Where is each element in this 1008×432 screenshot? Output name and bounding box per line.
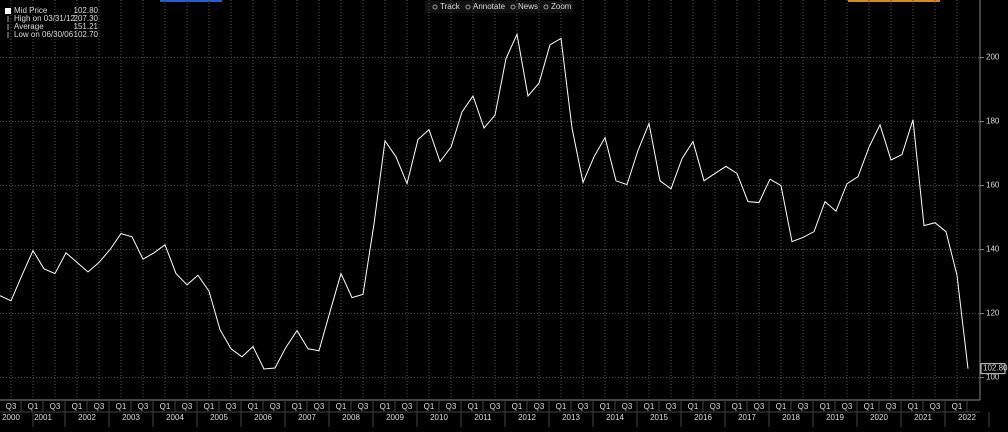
x-tick-label: Q3 [50, 402, 61, 411]
year-label: 2014 [606, 413, 624, 422]
legend-label: Average [14, 22, 44, 31]
x-tick-label: Q3 [622, 402, 633, 411]
x-tick-label: Q1 [468, 402, 479, 411]
x-tick-label: Q1 [732, 402, 743, 411]
year-label: 2001 [34, 413, 52, 422]
legend-label: Low on 06/30/06 [14, 30, 74, 39]
y-tick-label: 120 [986, 309, 1000, 318]
x-tick-label: Q3 [490, 402, 501, 411]
year-label: 2019 [826, 413, 844, 422]
y-tick-label: 180 [986, 117, 1000, 126]
legend-label: Mid Price [14, 6, 48, 15]
legend-value: 102.70 [74, 30, 99, 39]
price-line [0, 32, 969, 370]
year-label: 2020 [870, 413, 888, 422]
x-tick-label: Q3 [798, 402, 809, 411]
toolbar-button[interactable]: Annotate [473, 2, 506, 11]
toolbar [425, 1, 573, 13]
tab-indicator [160, 0, 222, 2]
x-tick-label: Q3 [842, 402, 853, 411]
x-tick-label: Q1 [820, 402, 831, 411]
year-label: 2008 [342, 413, 360, 422]
x-tick-label: Q3 [534, 402, 545, 411]
legend-value: 102.80 [74, 6, 99, 15]
x-tick-label: Q1 [248, 402, 259, 411]
tab-indicator [848, 0, 940, 2]
legend-swatch [5, 8, 11, 14]
x-tick-label: Q3 [710, 402, 721, 411]
y-tick-label: 200 [986, 53, 1000, 62]
x-tick-label: Q1 [512, 402, 523, 411]
x-tick-label: Q3 [666, 402, 677, 411]
x-tick-label: Q1 [116, 402, 127, 411]
x-tick-label: Q1 [776, 402, 787, 411]
x-tick-label: Q1 [424, 402, 435, 411]
year-label: 2004 [166, 413, 184, 422]
x-tick-label: Q3 [578, 402, 589, 411]
x-tick-label: Q3 [402, 402, 413, 411]
x-tick-label: Q3 [754, 402, 765, 411]
x-tick-label: Q3 [314, 402, 325, 411]
year-label: 2010 [430, 413, 448, 422]
y-tick-label: 100 [986, 373, 1000, 382]
x-tick-label: Q1 [600, 402, 611, 411]
x-tick-label: Q3 [182, 402, 193, 411]
x-tick-label: Q1 [864, 402, 875, 411]
x-tick-label: Q1 [72, 402, 83, 411]
year-label: 2002 [78, 413, 96, 422]
toolbar-button[interactable]: Zoom [551, 2, 572, 11]
x-tick-label: Q3 [94, 402, 105, 411]
year-label: 2015 [650, 413, 668, 422]
year-label: 2009 [386, 413, 404, 422]
toolbar-icon [543, 4, 549, 10]
x-tick-label: Q3 [6, 402, 17, 411]
legend-value: 151.21 [74, 22, 99, 31]
x-tick-label: Q3 [446, 402, 457, 411]
x-tick-label: Q3 [930, 402, 941, 411]
year-label: 2005 [210, 413, 228, 422]
x-tick-label: Q1 [336, 402, 347, 411]
year-label: 2022 [958, 413, 976, 422]
year-label: 2007 [298, 413, 316, 422]
year-label: 2021 [914, 413, 932, 422]
year-label: 2013 [562, 413, 580, 422]
toolbar-icon [465, 4, 471, 10]
x-tick-label: Q1 [556, 402, 567, 411]
x-tick-label: Q1 [908, 402, 919, 411]
year-label: 2016 [694, 413, 712, 422]
year-label: 2003 [122, 413, 140, 422]
toolbar-button[interactable]: Track [440, 2, 461, 11]
last-value-box [980, 363, 1006, 375]
year-label: 2017 [738, 413, 756, 422]
x-tick-label: Q3 [226, 402, 237, 411]
y-tick-label: 140 [986, 245, 1000, 254]
x-tick-label: Q3 [358, 402, 369, 411]
y-tick-label: 160 [986, 181, 1000, 190]
last-value-label: 102.80 [983, 364, 1008, 373]
x-tick-label: Q1 [380, 402, 391, 411]
toolbar-icon [432, 4, 438, 10]
legend-label: High on 03/31/12 [14, 14, 75, 23]
x-tick-label: Q3 [270, 402, 281, 411]
x-tick-label: Q3 [138, 402, 149, 411]
x-tick-label: Q1 [204, 402, 215, 411]
year-label: 2000 [2, 413, 20, 422]
year-label: 2006 [254, 413, 272, 422]
x-axis-band [0, 400, 980, 427]
year-label: 2012 [518, 413, 536, 422]
x-tick-label: Q1 [292, 402, 303, 411]
x-tick-label: Q1 [952, 402, 963, 411]
x-tick-label: Q3 [886, 402, 897, 411]
toolbar-icon [510, 4, 516, 10]
x-tick-label: Q1 [160, 402, 171, 411]
toolbar-button[interactable]: News [518, 2, 538, 11]
x-tick-label: Q1 [688, 402, 699, 411]
year-label: 2018 [782, 413, 800, 422]
x-tick-label: Q1 [28, 402, 39, 411]
x-tick-label: Q1 [644, 402, 655, 411]
year-label: 2011 [474, 413, 492, 422]
legend-value: 207.30 [74, 14, 99, 23]
